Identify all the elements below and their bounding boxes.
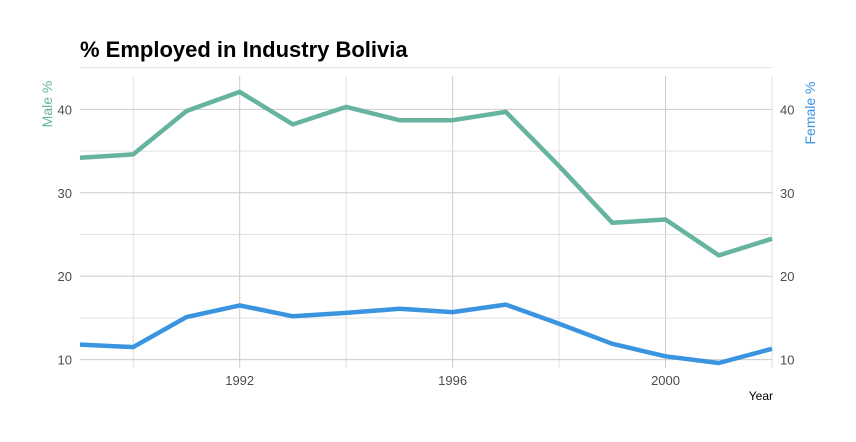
x-tick-label: 2000 (651, 373, 680, 388)
y-tick-label-right: 20 (780, 269, 794, 284)
x-axis-title: Year (749, 389, 773, 403)
x-tick-label: 1996 (438, 373, 467, 388)
y-tick-label-right: 30 (780, 186, 794, 201)
y-tick-label-left: 40 (58, 102, 72, 117)
y-tick-label-left: 30 (58, 186, 72, 201)
chart-title: % Employed in Industry Bolivia (80, 37, 408, 62)
y-tick-label-right: 10 (780, 353, 794, 368)
y-axis-title-left: Male % (39, 81, 55, 128)
series-lines (79, 89, 773, 366)
y-tick-label-left: 10 (58, 353, 72, 368)
series-line-female (79, 302, 773, 366)
y-tick-label-left: 20 (58, 269, 72, 284)
series-line-male (79, 89, 773, 258)
y-axis-title-right: Female % (802, 81, 818, 144)
y-tick-label-right: 40 (780, 102, 794, 117)
x-tick-label: 1992 (225, 373, 254, 388)
